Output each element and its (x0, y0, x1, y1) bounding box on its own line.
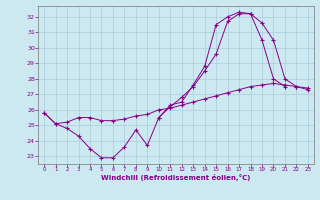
X-axis label: Windchill (Refroidissement éolien,°C): Windchill (Refroidissement éolien,°C) (101, 174, 251, 181)
